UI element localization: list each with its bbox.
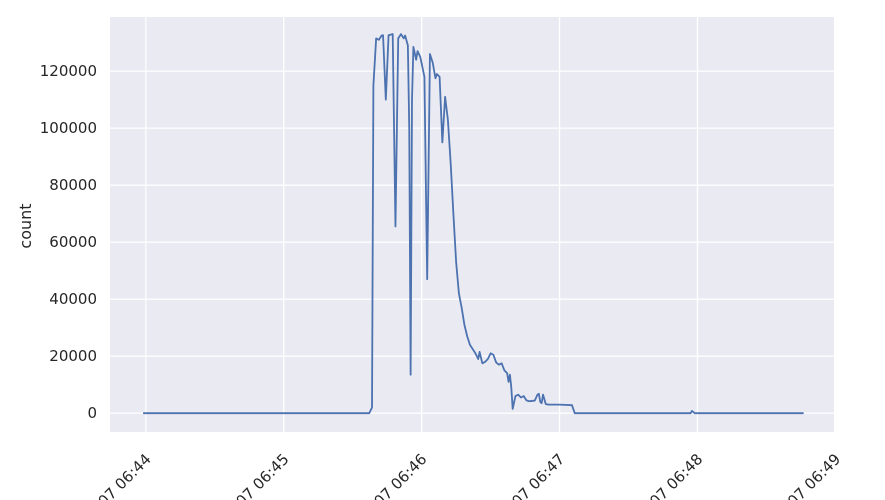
- y-tick-label: 20000: [49, 347, 97, 365]
- x-tick-label: 07 06:44: [95, 450, 155, 500]
- y-tick-label: 80000: [49, 176, 97, 194]
- series-line-count: [143, 33, 804, 415]
- x-tick-label: 07 06:46: [370, 450, 430, 500]
- x-tick-label: 07 06:45: [232, 450, 292, 500]
- y-axis: 0 20000 40000 60000 80000 100000 120000: [40, 62, 97, 422]
- plot-area: [110, 17, 834, 432]
- x-tick-label: 07 06:49: [784, 450, 844, 500]
- y-axis-title: count: [16, 203, 35, 248]
- series-group: [143, 33, 804, 415]
- x-tick-label: 07 06:48: [646, 450, 706, 500]
- grid-lines: [110, 17, 837, 432]
- y-tick-label: 120000: [40, 62, 97, 80]
- x-axis: 07 06:44 07 06:45 07 06:46 07 06:47 07 06:48…: [95, 450, 845, 500]
- y-tick-label: 100000: [40, 119, 97, 137]
- y-tick-label: 60000: [49, 233, 97, 251]
- y-tick-label: 0: [87, 404, 97, 422]
- y-tick-label: 40000: [49, 290, 97, 308]
- x-tick-label: 07 06:47: [508, 450, 568, 500]
